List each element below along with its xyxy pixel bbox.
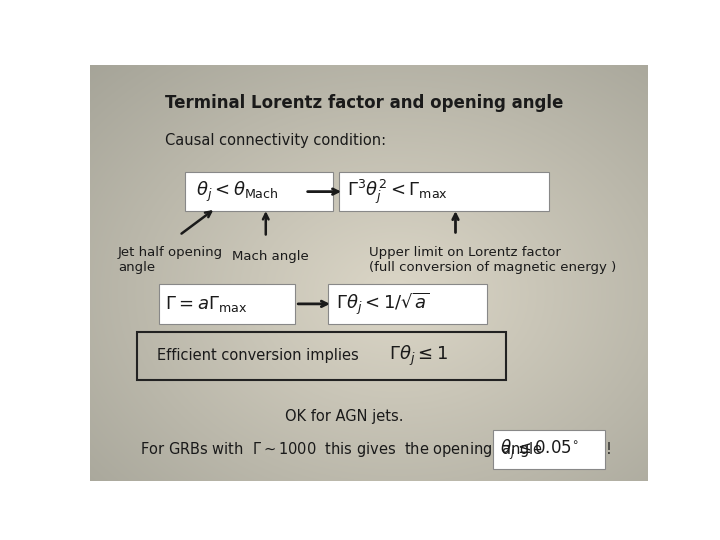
Text: Mach angle: Mach angle xyxy=(233,250,309,263)
Text: $\Gamma^3\theta_j^2 < \Gamma_{\mathrm{max}}$: $\Gamma^3\theta_j^2 < \Gamma_{\mathrm{ma… xyxy=(347,178,448,206)
Text: $\theta_j < \theta_{\mathrm{Mach}}$: $\theta_j < \theta_{\mathrm{Mach}}$ xyxy=(196,179,279,204)
Text: OK for AGN jets.: OK for AGN jets. xyxy=(285,409,404,424)
FancyBboxPatch shape xyxy=(493,430,605,469)
FancyBboxPatch shape xyxy=(339,172,549,211)
Text: For GRBs with  $\Gamma{\sim}1000$  this gives  the opening  angle: For GRBs with $\Gamma{\sim}1000$ this gi… xyxy=(140,440,543,459)
Text: !: ! xyxy=(606,442,612,457)
Text: Causal connectivity condition:: Causal connectivity condition: xyxy=(166,133,387,148)
FancyBboxPatch shape xyxy=(158,284,295,323)
Text: Terminal Lorentz factor and opening angle: Terminal Lorentz factor and opening angl… xyxy=(166,94,564,112)
Text: $\Gamma\theta_j \leq 1$: $\Gamma\theta_j \leq 1$ xyxy=(389,344,447,368)
Text: Upper limit on Lorentz factor
(full conversion of magnetic energy ): Upper limit on Lorentz factor (full conv… xyxy=(369,246,616,274)
Text: $\Gamma = a\Gamma_{\mathrm{max}}$: $\Gamma = a\Gamma_{\mathrm{max}}$ xyxy=(166,294,248,314)
Text: Jet half opening
angle: Jet half opening angle xyxy=(118,246,223,274)
FancyBboxPatch shape xyxy=(328,284,487,323)
Text: Efficient conversion implies: Efficient conversion implies xyxy=(157,348,359,363)
FancyBboxPatch shape xyxy=(185,172,333,211)
Text: $\Gamma\theta_j < 1/\sqrt{a}$: $\Gamma\theta_j < 1/\sqrt{a}$ xyxy=(336,291,429,317)
Text: $\theta_j \leq 0.05^{\circ}$: $\theta_j \leq 0.05^{\circ}$ xyxy=(500,437,579,462)
